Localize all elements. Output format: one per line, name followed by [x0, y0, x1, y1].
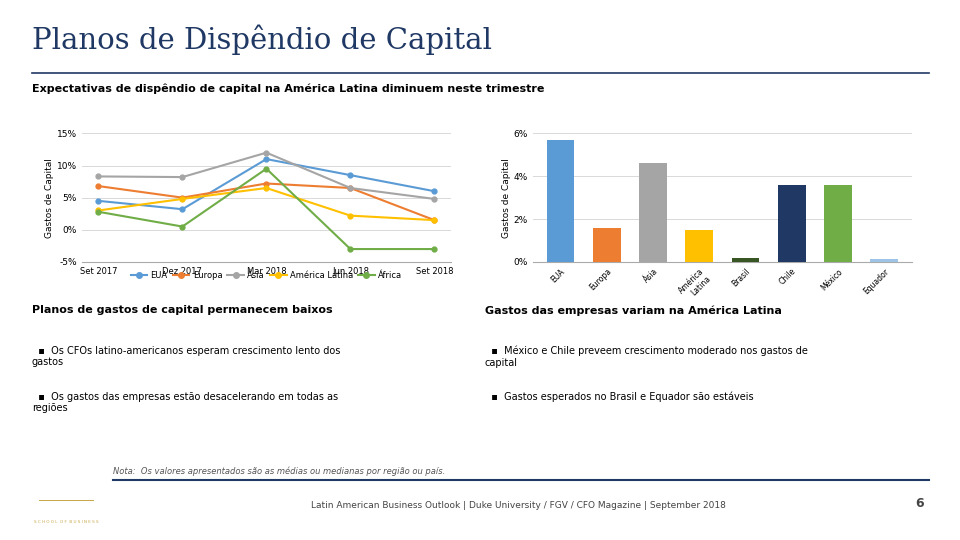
EUA	[177, 206, 188, 212]
Y-axis label: Gastos de Capital: Gastos de Capital	[45, 158, 54, 238]
Europa	[92, 183, 105, 190]
América Latina	[92, 207, 105, 214]
Text: ▪  Gastos esperados no Brasil e Equador são estáveis: ▪ Gastos esperados no Brasil e Equador s…	[485, 392, 754, 402]
FancyBboxPatch shape	[38, 500, 94, 501]
Ásia	[345, 185, 356, 191]
Line: Ásia: Ásia	[96, 150, 437, 201]
Text: DUKE: DUKE	[50, 480, 83, 489]
Text: ▪  México e Chile preveem crescimento moderado nos gastos de
capital: ▪ México e Chile preveem crescimento mod…	[485, 346, 807, 368]
Ásia	[177, 174, 188, 180]
EUA	[92, 198, 105, 204]
Ásia	[260, 150, 273, 156]
América Latina	[428, 217, 440, 224]
Europa	[428, 217, 440, 224]
Text: Tendências Globais: Tendências Globais	[179, 105, 322, 119]
Bar	[824, 185, 852, 262]
Europa	[345, 185, 356, 191]
Ásia	[428, 195, 440, 202]
Bar	[685, 230, 713, 262]
Text: 6: 6	[915, 497, 924, 510]
Text: Planos de Dispêndio de Capital: Planos de Dispêndio de Capital	[32, 24, 492, 55]
Text: ▪  Os gastos das empresas estão desacelerando em todas as
regiões: ▪ Os gastos das empresas estão desaceler…	[32, 392, 338, 413]
Bar	[546, 140, 574, 262]
Bar	[593, 228, 621, 262]
América Latina	[177, 195, 188, 202]
África	[92, 208, 105, 215]
Line: África: África	[96, 166, 437, 252]
América Latina	[260, 185, 273, 191]
Text: Planos de gastos de capital permanecem baixos: Planos de gastos de capital permanecem b…	[32, 305, 332, 315]
Text: Expectativas de dispêndio de capital na América Latina diminuem neste trimestre: Expectativas de dispêndio de capital na …	[32, 84, 544, 94]
Legend: EUA, Europa, Ásia, América Latina, África: EUA, Europa, Ásia, América Latina, Áfric…	[127, 268, 406, 284]
Text: Nota:  Os valores apresentados são as médias ou medianas por região ou país.: Nota: Os valores apresentados são as méd…	[113, 467, 445, 476]
Europa	[260, 180, 273, 187]
Ásia	[92, 173, 105, 180]
Bar	[778, 185, 805, 262]
Text: Gastos das empresas variam na América Latina: Gastos das empresas variam na América La…	[485, 305, 781, 315]
África	[428, 246, 440, 252]
Line: América Latina: América Latina	[96, 186, 437, 222]
América Latina	[345, 212, 356, 219]
Text: ▪  Os CFOs latino-americanos esperam crescimento lento dos
gastos: ▪ Os CFOs latino-americanos esperam cres…	[32, 346, 340, 367]
Text: Panorama de Setembro de 2018: Panorama de Setembro de 2018	[587, 105, 828, 119]
Text: S C H O O L  O F  B U S I N E S S: S C H O O L O F B U S I N E S S	[34, 519, 99, 524]
Line: EUA: EUA	[96, 157, 437, 212]
África	[177, 224, 188, 230]
África	[260, 165, 273, 172]
Text: FUQUA: FUQUA	[46, 505, 86, 516]
Bar	[639, 164, 667, 262]
EUA	[260, 156, 273, 163]
Y-axis label: Gastos de Capital: Gastos de Capital	[502, 158, 511, 238]
EUA	[428, 188, 440, 194]
África	[345, 246, 356, 252]
EUA	[345, 172, 356, 178]
Text: Latin American Business Outlook | Duke University / FGV / CFO Magazine | Septemb: Latin American Business Outlook | Duke U…	[311, 501, 726, 510]
Europa	[177, 194, 188, 201]
Line: Europa: Europa	[96, 181, 437, 222]
Bar	[871, 259, 899, 262]
Bar	[732, 258, 759, 262]
